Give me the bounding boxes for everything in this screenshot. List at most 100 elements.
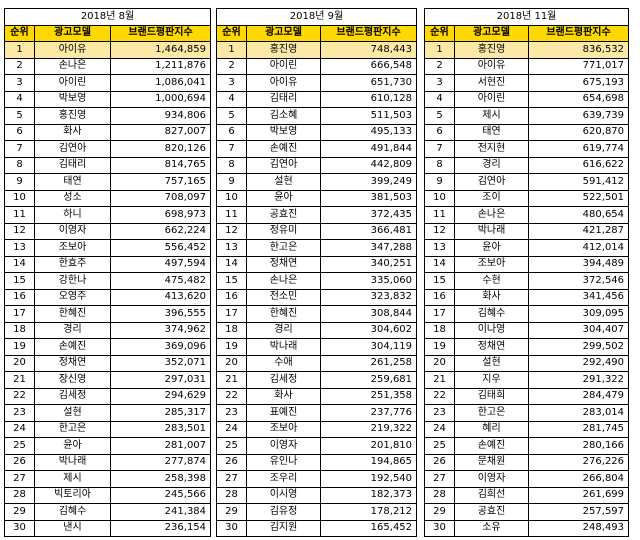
model-name-cell: 오영주 [34, 288, 111, 306]
rank-cell: 24 [424, 420, 455, 438]
model-name-cell: 정채연 [454, 338, 529, 356]
model-name-cell: 조우리 [246, 470, 321, 488]
table-row: 21 지우 291,322 [424, 371, 630, 389]
score-cell: 297,031 [109, 371, 212, 389]
model-name-cell: 한혜진 [34, 305, 111, 323]
score-cell: 412,014 [527, 239, 630, 257]
period-label: 2018년 8월 [3, 8, 212, 26]
table-row: 18 이나영 304,407 [424, 321, 630, 339]
table-row: 6 태연 620,870 [424, 123, 630, 141]
rank-cell: 15 [4, 272, 35, 290]
table-row: 22 김태희 284,479 [424, 387, 630, 405]
model-name-cell: 설현 [34, 404, 111, 422]
model-name-cell: 김태리 [246, 90, 321, 108]
table-row: 9 설현 399,249 [216, 173, 418, 191]
column-header-model: 광고모델 [454, 24, 529, 42]
table-row: 26 박나래 277,874 [4, 453, 212, 471]
score-cell: 291,322 [527, 371, 630, 389]
rank-cell: 17 [216, 305, 247, 323]
rank-cell: 18 [216, 321, 247, 339]
table-row: 18 경리 374,962 [4, 321, 212, 339]
model-name-cell: 아이린 [246, 57, 321, 75]
table-row: 8 김태리 814,765 [4, 156, 212, 174]
table-row: 23 표예진 237,776 [216, 404, 418, 422]
model-name-cell: 한고은 [246, 239, 321, 257]
score-cell: 616,622 [527, 156, 630, 174]
rank-cell: 27 [4, 470, 35, 488]
table-row: 27 이영자 266,804 [424, 470, 630, 488]
table-row: 29 공효진 257,597 [424, 503, 630, 521]
rank-cell: 19 [216, 338, 247, 356]
model-name-cell: 전지현 [454, 140, 529, 158]
table-row: 11 공효진 372,435 [216, 206, 418, 224]
model-name-cell: 김혜수 [34, 503, 111, 521]
rank-cell: 28 [424, 486, 455, 504]
model-name-cell: 서현진 [454, 74, 529, 92]
table-row: 17 한혜진 308,844 [216, 305, 418, 323]
table-row: 20 설현 292,490 [424, 354, 630, 372]
score-cell: 369,096 [109, 338, 212, 356]
score-cell: 283,014 [527, 404, 630, 422]
rank-cell: 7 [4, 140, 35, 158]
score-cell: 413,620 [109, 288, 212, 306]
model-name-cell: 박나래 [246, 338, 321, 356]
model-name-cell: 김소혜 [246, 107, 321, 125]
table-row: 19 박나래 304,119 [216, 338, 418, 356]
rank-cell: 12 [216, 222, 247, 240]
score-cell: 165,452 [319, 519, 418, 537]
rank-cell: 8 [424, 156, 455, 174]
score-cell: 258,398 [109, 470, 212, 488]
score-cell: 281,007 [109, 437, 212, 455]
table-row: 28 김희선 261,699 [424, 486, 630, 504]
model-name-cell: 이영자 [454, 470, 529, 488]
score-cell: 662,224 [109, 222, 212, 240]
score-cell: 248,493 [527, 519, 630, 537]
rank-cell: 14 [424, 255, 455, 273]
model-name-cell: 김연아 [246, 156, 321, 174]
rank-cell: 4 [424, 90, 455, 108]
rank-cell: 3 [424, 74, 455, 92]
rank-cell: 28 [4, 486, 35, 504]
table-row: 24 조보아 219,322 [216, 420, 418, 438]
table-row: 8 경리 616,622 [424, 156, 630, 174]
model-name-cell: 김연아 [454, 173, 529, 191]
model-name-cell: 김지원 [246, 519, 321, 537]
score-cell: 620,870 [527, 123, 630, 141]
table-row: 25 손예진 280,166 [424, 437, 630, 455]
model-name-cell: 경리 [454, 156, 529, 174]
score-cell: 442,809 [319, 156, 418, 174]
score-cell: 708,097 [109, 189, 212, 207]
score-cell: 323,832 [319, 288, 418, 306]
header-row: 순위 광고모델 브랜드평판지수 [4, 24, 212, 42]
rank-cell: 24 [216, 420, 247, 438]
table-row: 2 손나은 1,211,876 [4, 57, 212, 75]
rank-cell: 4 [216, 90, 247, 108]
score-cell: 372,546 [527, 272, 630, 290]
model-name-cell: 한고은 [454, 404, 529, 422]
score-cell: 374,962 [109, 321, 212, 339]
ranking-table-august: 2018년 8월 순위 광고모델 브랜드평판지수 1 아이유 1,464,859 2 손나은 1,… [3, 8, 212, 537]
table-row: 14 한효주 497,594 [4, 255, 212, 273]
rank-cell: 25 [216, 437, 247, 455]
table-row: 12 이영자 662,224 [4, 222, 212, 240]
model-name-cell: 지우 [454, 371, 529, 389]
model-name-cell: 손나은 [246, 272, 321, 290]
score-cell: 639,739 [527, 107, 630, 125]
table-row: 28 이시영 182,373 [216, 486, 418, 504]
model-name-cell: 윤아 [454, 239, 529, 257]
rank-cell: 30 [424, 519, 455, 537]
table-row: 20 수애 261,258 [216, 354, 418, 372]
model-name-cell: 김연아 [34, 140, 111, 158]
table-row: 1 홍진영 748,443 [216, 41, 418, 59]
model-name-cell: 김혜수 [454, 305, 529, 323]
rank-cell: 22 [216, 387, 247, 405]
table-row: 28 빅토리아 245,566 [4, 486, 212, 504]
rank-cell: 19 [424, 338, 455, 356]
score-cell: 814,765 [109, 156, 212, 174]
model-name-cell: 표예진 [246, 404, 321, 422]
ranking-table-september: 2018년 9월 순위 광고모델 브랜드평판지수 1 홍진영 748,443 2 아이린 666,… [215, 8, 418, 537]
model-name-cell: 조보아 [246, 420, 321, 438]
rank-cell: 28 [216, 486, 247, 504]
rank-cell: 20 [4, 354, 35, 372]
table-row: 5 김소혜 511,503 [216, 107, 418, 125]
